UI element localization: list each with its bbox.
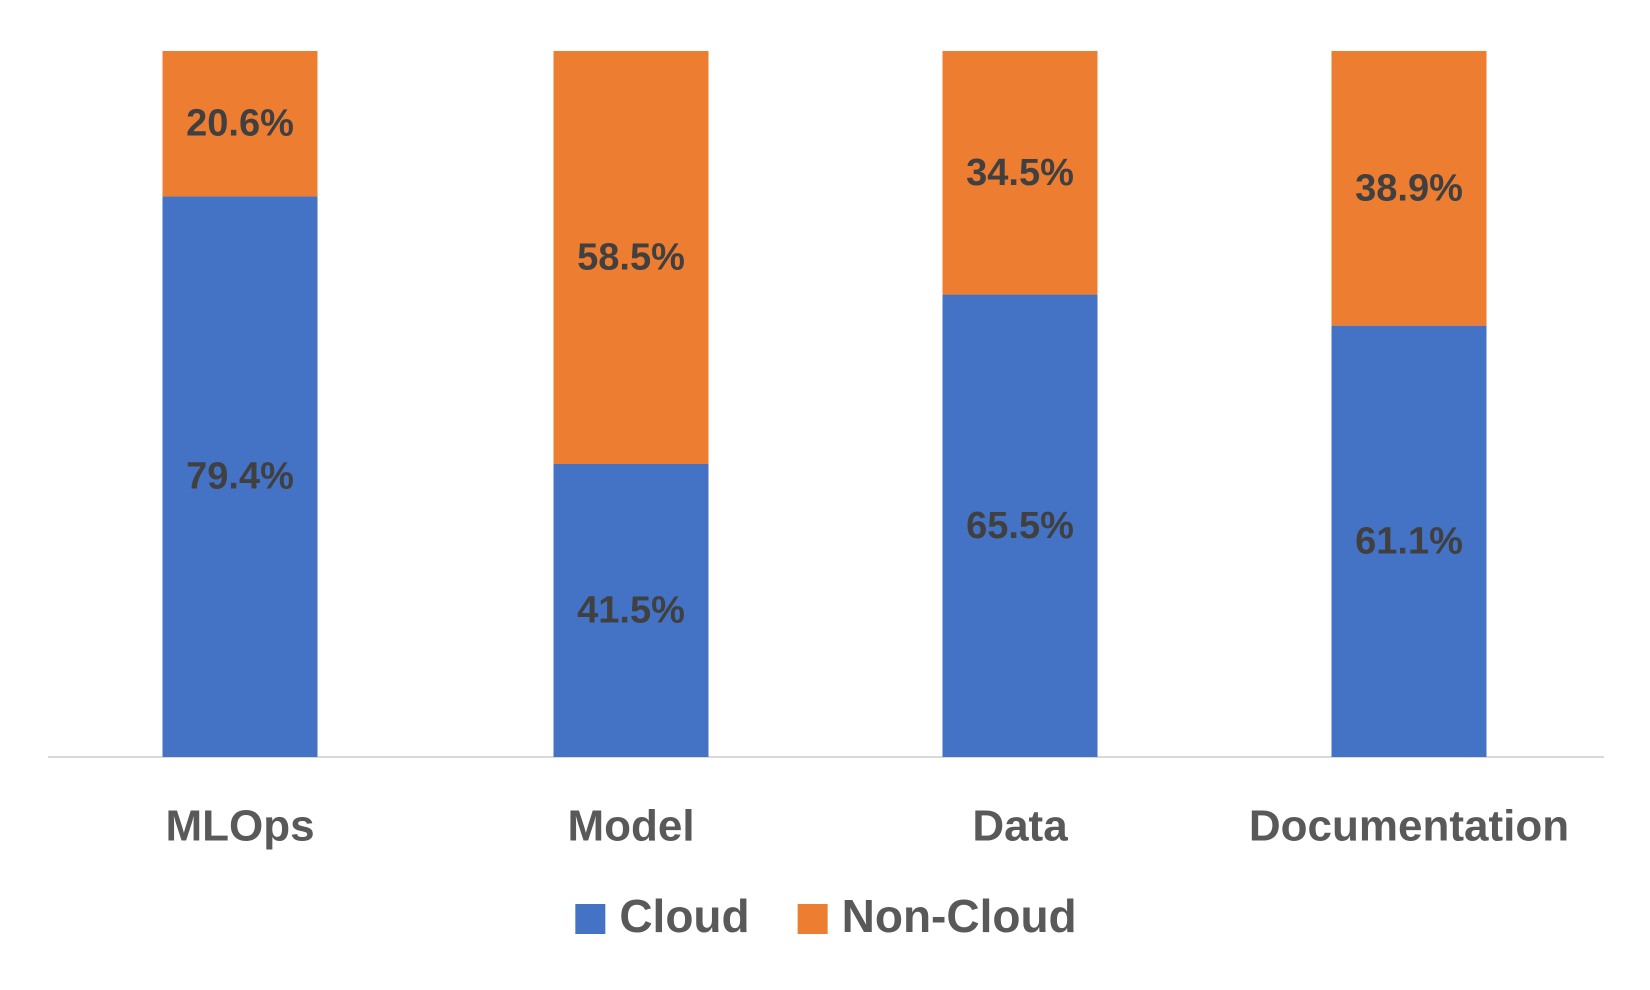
- legend-swatch: [797, 904, 828, 934]
- bar-segment: [942, 51, 1098, 295]
- legend-label: Non-Cloud: [842, 890, 1077, 942]
- value-label: 41.5%: [577, 590, 685, 632]
- value-label: 65.5%: [966, 505, 1074, 547]
- x-tick-label: MLOps: [165, 802, 314, 851]
- bar-segment: [553, 51, 709, 465]
- bar-segment: [942, 294, 1098, 757]
- value-label: 61.1%: [1355, 520, 1463, 562]
- x-tick-label: Documentation: [1249, 802, 1569, 851]
- bar-segment: [1331, 325, 1487, 757]
- value-label: 34.5%: [966, 152, 1074, 194]
- legend-swatch: [575, 904, 606, 934]
- bar-segment: [162, 196, 318, 757]
- value-label: 20.6%: [186, 103, 294, 145]
- value-label: 38.9%: [1355, 167, 1463, 209]
- value-label: 79.4%: [186, 456, 294, 498]
- bar-segment: [162, 51, 318, 197]
- legend-label: Cloud: [619, 890, 749, 942]
- bar-segment: [553, 464, 709, 757]
- value-label: 58.5%: [577, 237, 685, 279]
- bar-segment: [1331, 51, 1487, 326]
- x-tick-label: Data: [972, 802, 1068, 851]
- x-tick-label: Model: [567, 802, 694, 851]
